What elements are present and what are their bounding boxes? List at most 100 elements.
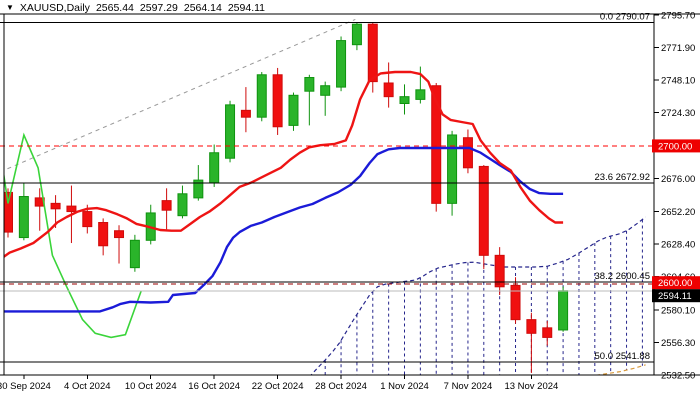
trendline-dashed <box>4 18 356 171</box>
candle-bearish <box>526 312 537 373</box>
candle-body <box>336 40 347 88</box>
price-tick-label: 2532.50 <box>661 371 695 382</box>
candle-body <box>256 74 267 118</box>
candle-body <box>50 202 61 210</box>
candle-bullish <box>145 204 156 245</box>
candle-body <box>351 23 362 46</box>
ohlc-high: 2597.29 <box>139 1 178 14</box>
candle-bearish <box>272 67 283 135</box>
red-ma-line <box>4 70 564 259</box>
symbol-dropdown-icon[interactable]: ▼ <box>6 2 14 12</box>
candle-bullish <box>209 144 220 187</box>
candle-bearish <box>240 87 251 133</box>
candle-bullish <box>18 182 29 241</box>
candle-bullish <box>288 92 299 131</box>
price-badge-level <box>652 139 700 153</box>
chikou-line <box>4 132 142 339</box>
price-badge-level-text: 2700.00 <box>658 141 692 152</box>
candle-body <box>193 179 204 199</box>
date-tick-label: 16 Oct 2024 <box>188 381 240 392</box>
candle-body <box>177 193 188 217</box>
date-tick-label: 10 Oct 2024 <box>125 381 177 392</box>
date-tick-label: 7 Nov 2024 <box>444 381 493 392</box>
price-tick-label: 2748.10 <box>661 76 695 87</box>
price-tick-label: 2556.30 <box>661 338 695 349</box>
candle-body <box>66 205 77 213</box>
ohlc-close: 2594.11 <box>227 1 266 14</box>
candle-body <box>4 191 13 233</box>
price-tick-label: 2676.00 <box>661 174 695 185</box>
price-badge-text: 2600.00 <box>658 278 692 289</box>
candle-body <box>415 89 426 100</box>
date-tick-label: 1 Nov 2024 <box>380 381 429 392</box>
candle-bearish <box>478 165 489 270</box>
candle-body <box>98 222 109 247</box>
price-badge-red <box>652 276 700 290</box>
symbol-timeframe-label: XAUUSD,Daily <box>19 1 90 14</box>
price-tick-label: 2771.90 <box>661 43 695 54</box>
candle-bearish <box>462 129 473 174</box>
candle-body <box>526 319 537 334</box>
date-tick-label: 28 Oct 2024 <box>315 381 367 392</box>
candle-bearish <box>383 62 394 108</box>
price-badge-black <box>652 289 700 303</box>
date-tick-label: 4 Oct 2024 <box>64 381 110 392</box>
plot-area <box>4 18 646 375</box>
candle-body <box>383 82 394 98</box>
candle-bullish <box>558 286 569 332</box>
candle-body <box>367 23 378 83</box>
candle-body <box>478 165 489 256</box>
candle-bearish <box>367 22 378 93</box>
candle-bearish <box>542 320 553 346</box>
fib-label: 23.6 2672.92 <box>595 172 650 183</box>
candle-body <box>209 152 220 184</box>
candle-bullish <box>304 74 315 126</box>
candle-body <box>462 137 473 169</box>
candle-bearish <box>98 218 109 256</box>
candle-bearish <box>494 247 505 296</box>
candle-body <box>161 200 172 211</box>
ohlc-low: 2564.14 <box>183 1 222 14</box>
price-badge-text: 2594.11 <box>658 291 692 302</box>
price-tick-label: 2795.70 <box>661 11 695 22</box>
candle-bullish <box>177 185 188 219</box>
fib-label: 38.2 2600.45 <box>595 271 650 282</box>
candle-body <box>225 104 236 159</box>
candle-body <box>542 327 553 338</box>
date-tick-label: 22 Oct 2024 <box>252 381 304 392</box>
candle-bullish <box>256 72 267 122</box>
price-tick-label: 2724.30 <box>661 108 695 119</box>
candle-bullish <box>225 100 236 163</box>
candle-body <box>399 96 410 105</box>
blue-ma-line <box>4 146 564 313</box>
ohlc-open: 2565.44 <box>95 1 134 14</box>
candle-body <box>304 77 315 92</box>
candle-bearish <box>114 225 125 264</box>
candle-bullish <box>415 66 426 104</box>
fib-label: 0.0 2790.07 <box>600 12 650 23</box>
chart-title-bar: ▼ XAUUSD,Daily 2565.44 2597.29 2564.14 2… <box>6 1 271 14</box>
price-tick-label: 2652.20 <box>661 207 695 218</box>
candle-body <box>82 211 93 228</box>
candle-body <box>288 94 299 126</box>
candle-bullish <box>447 130 458 216</box>
candle-bearish <box>4 188 13 238</box>
candle-body <box>431 85 442 204</box>
candle-bullish <box>320 81 331 116</box>
candle-bullish <box>129 234 140 272</box>
candle-body <box>510 284 521 321</box>
candle-body <box>240 109 251 118</box>
candle-body <box>447 134 458 204</box>
date-tick-label: 30 Sep 2024 <box>0 381 51 392</box>
candle-bearish <box>510 277 521 324</box>
candle-body <box>272 74 283 128</box>
candle-body <box>129 239 140 269</box>
date-tick-label: 13 Nov 2024 <box>504 381 558 392</box>
senkou-a-line <box>310 216 646 375</box>
candle-body <box>558 290 569 331</box>
price-tick-label: 2580.10 <box>661 305 695 316</box>
candle-bullish <box>399 84 410 115</box>
fib-label: 50.0 2541.88 <box>595 351 650 362</box>
